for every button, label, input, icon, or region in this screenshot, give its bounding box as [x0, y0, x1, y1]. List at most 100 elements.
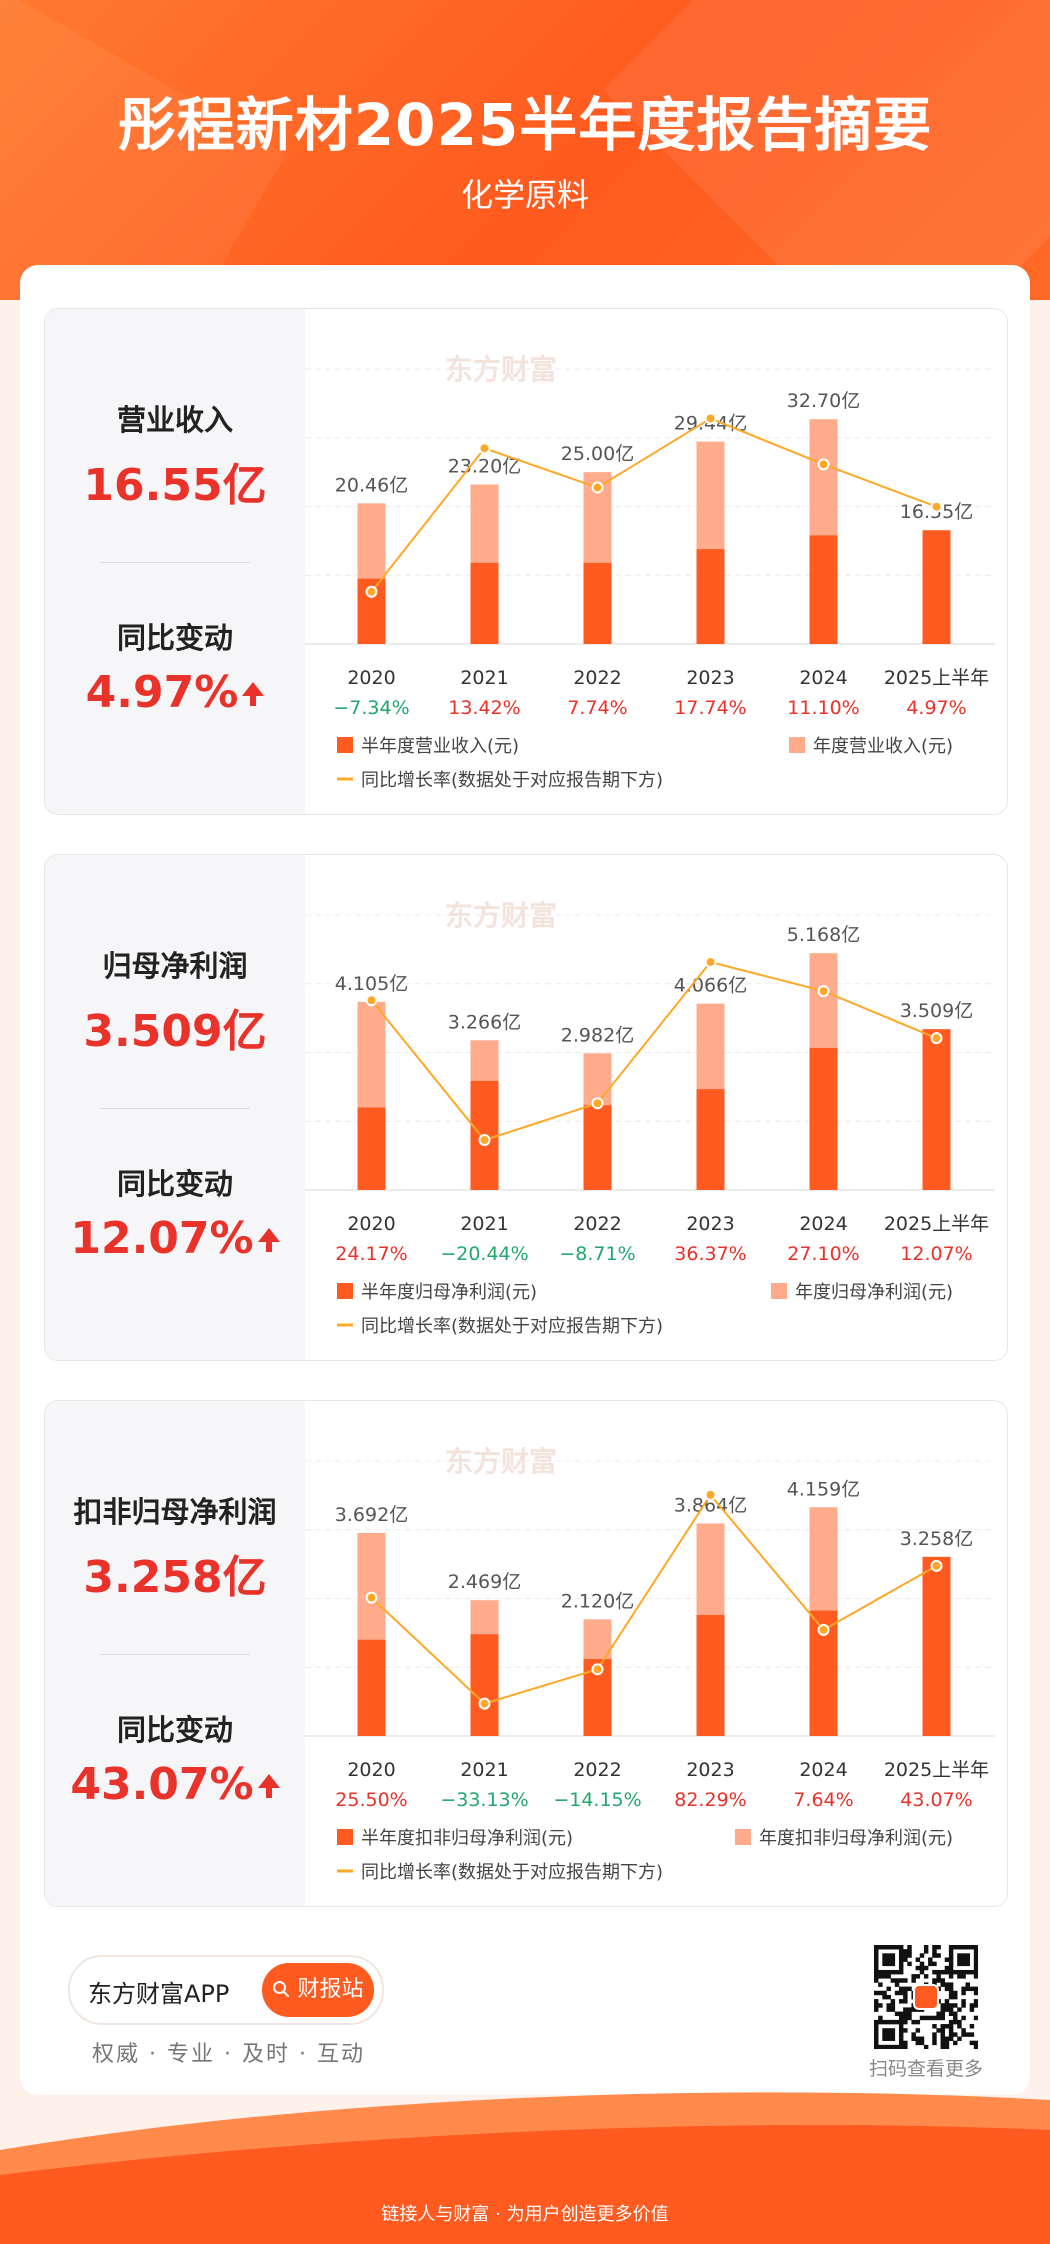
- qr-module: [903, 2019, 908, 2025]
- change-value-text: 12.07%: [70, 1213, 254, 1264]
- qr-module: [936, 1953, 941, 1958]
- growth-line: [370, 960, 937, 1142]
- qr-module: [948, 2032, 954, 2037]
- half-year-bar: [583, 1105, 612, 1190]
- qr-module: [973, 1990, 978, 1996]
- qr-module: [903, 1949, 908, 1954]
- qr-module: [969, 1986, 975, 1992]
- qr-module: [953, 1945, 958, 1950]
- qr-module: [969, 1945, 975, 1950]
- x-tick-label: 2024: [799, 1213, 847, 1235]
- qr-module: [874, 1945, 879, 1950]
- change-label: 同比变动: [116, 1713, 233, 1747]
- brand-name: 东方财富APP: [88, 1980, 230, 2008]
- half-year-bar: [922, 1556, 951, 1736]
- qr-module: [936, 2028, 941, 2033]
- legend-annual-swatch: [771, 1283, 787, 1299]
- half-year-bar: [696, 1089, 725, 1190]
- qr-module: [886, 2036, 891, 2041]
- qr-module: [953, 1969, 958, 1975]
- deducted-profit-summary: 扣非归母净利润 3.258亿 同比变动 43.07%: [45, 1401, 305, 1906]
- qr-module: [890, 2032, 896, 2037]
- growth-point: [817, 458, 830, 471]
- growth-label: 36.37%: [674, 1243, 746, 1265]
- qr-module: [886, 1969, 891, 1975]
- net-profit-panel: 归母净利润 3.509亿 同比变动 12.07% 东方财富 4.105亿 2020 2…: [44, 854, 1008, 1361]
- qr-module: [915, 2028, 921, 2033]
- qr-module: [907, 2015, 912, 2021]
- x-tick-label: 2022: [573, 1759, 621, 1781]
- qr-module: [932, 1961, 937, 1967]
- qr-module: [948, 1949, 954, 1954]
- qr-module: [898, 2019, 904, 2025]
- qr-module: [886, 1945, 891, 1950]
- qr-module: [940, 1982, 946, 1987]
- half-year-bar: [696, 549, 725, 644]
- qr-module: [973, 1961, 978, 1967]
- legend-annual-swatch: [789, 737, 805, 753]
- qr-module: [957, 1974, 962, 1979]
- growth-label: 24.17%: [335, 1243, 407, 1265]
- qr-module: [948, 1953, 954, 1958]
- qr-code[interactable]: [874, 1945, 978, 2049]
- qr-module: [882, 1969, 887, 1975]
- qr-module: [890, 2036, 896, 2041]
- change-value: 12.07%: [45, 1213, 305, 1264]
- qr-module: [953, 2015, 958, 2021]
- qr-module: [948, 2019, 954, 2025]
- growth-point: [365, 585, 378, 598]
- qr-logo: [913, 1984, 939, 2010]
- x-tick-label: 2020: [347, 667, 395, 689]
- qr-module: [886, 2044, 891, 2049]
- metric-label: 归母净利润: [102, 949, 248, 983]
- x-tick-label: 2023: [686, 667, 734, 689]
- half-year-bar: [357, 1639, 386, 1736]
- app-brand-box[interactable]: 东方财富APP 财报站: [68, 1955, 384, 2025]
- qr-module: [953, 2019, 958, 2025]
- qr-module: [907, 1986, 912, 1992]
- half-year-bar: [357, 1107, 386, 1190]
- qr-module: [965, 1953, 970, 1958]
- growth-label: 7.74%: [567, 697, 627, 719]
- legend-half-swatch: [337, 737, 353, 753]
- metric-value: 3.509亿: [83, 1006, 267, 1057]
- qr-module: [898, 2040, 904, 2046]
- qr-module: [940, 2044, 946, 2049]
- growth-label: 82.29%: [674, 1789, 746, 1811]
- qr-module: [903, 1957, 908, 1962]
- data-label: 20.46亿: [335, 474, 408, 496]
- qr-module: [919, 1965, 925, 1971]
- qr-module: [948, 2003, 954, 2008]
- half-year-bar: [809, 535, 838, 644]
- qr-module: [874, 1999, 879, 2004]
- qr-module: [890, 1953, 896, 1958]
- qr-module: [882, 1953, 887, 1958]
- qr-module: [874, 2024, 879, 2029]
- data-label: 2.120亿: [561, 1590, 634, 1612]
- qr-module: [874, 1957, 879, 1962]
- qr-module: [961, 1957, 966, 1962]
- qr-module: [932, 1978, 937, 1983]
- qr-module: [923, 1949, 929, 1954]
- qr-module: [969, 2024, 975, 2029]
- qr-module: [973, 1974, 978, 1979]
- x-tick-label: 2024: [799, 667, 847, 689]
- qr-module: [903, 2028, 908, 2033]
- qr-module: [903, 1994, 908, 2000]
- qr-module: [923, 1945, 929, 1950]
- change-label: 同比变动: [116, 1167, 233, 1201]
- growth-point: [930, 500, 943, 513]
- qr-module: [944, 2007, 950, 2012]
- qr-module: [898, 1990, 904, 1996]
- qr-module: [944, 2040, 950, 2046]
- qr-module: [961, 1974, 966, 1979]
- qr-module: [890, 1957, 896, 1962]
- qr-module: [936, 1974, 941, 1979]
- qr-module: [898, 2024, 904, 2029]
- qr-module: [894, 1982, 900, 1987]
- report-station-button[interactable]: 财报站: [262, 1963, 374, 2017]
- qr-module: [898, 1999, 904, 2004]
- qr-module: [919, 1961, 925, 1967]
- qr-module: [894, 2019, 900, 2025]
- qr-module: [940, 2024, 946, 2029]
